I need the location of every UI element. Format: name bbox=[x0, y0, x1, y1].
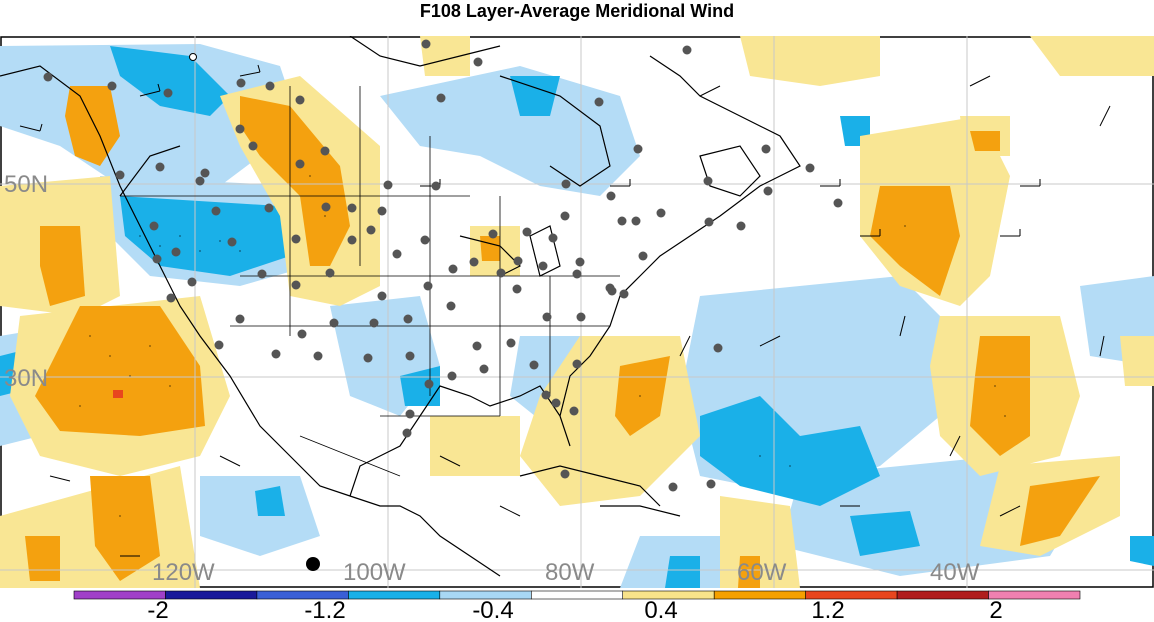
positive-strong-shading bbox=[25, 86, 1100, 588]
meridional-wind-map: 120W 100W 80W 60W 40W 50N 30N bbox=[0, 36, 1154, 588]
colorbar: -2 -1.2 -0.4 0.4 1.2 2 bbox=[73, 590, 1081, 622]
colorbar-swatches bbox=[73, 590, 1081, 600]
colorbar-swatch bbox=[896, 590, 989, 600]
lat-label-30n: 30N bbox=[4, 365, 48, 392]
colorbar-swatch bbox=[988, 590, 1081, 600]
lon-label-60w: 60W bbox=[737, 559, 787, 586]
colorbar-swatch bbox=[348, 590, 441, 600]
colorbar-label-0-4: 0.4 bbox=[644, 597, 677, 622]
map-title: F108 Layer-Average Meridional Wind bbox=[419, 1, 735, 21]
lon-label-40w: 40W bbox=[930, 559, 980, 586]
state-boundaries bbox=[120, 86, 620, 477]
lat-label-50n: 50N bbox=[4, 171, 48, 198]
reference-marker-large bbox=[306, 557, 320, 571]
colorbar-swatch bbox=[713, 590, 807, 600]
lon-label-80w: 80W bbox=[545, 559, 595, 586]
lon-label-100w: 100W bbox=[343, 559, 406, 586]
colorbar-label-neg1-2: -1.2 bbox=[304, 597, 345, 622]
reference-marker-open bbox=[189, 53, 197, 61]
station-markers bbox=[43, 39, 843, 492]
colorbar-swatch bbox=[165, 590, 258, 600]
wind-barbs bbox=[19, 64, 1111, 557]
colorbar-swatch bbox=[530, 590, 624, 600]
lon-label-120w: 120W bbox=[152, 559, 215, 586]
colorbar-label-neg0-4: -0.4 bbox=[472, 597, 513, 622]
colorbar-label-2: 2 bbox=[989, 597, 1002, 622]
positive-peak-shading bbox=[113, 390, 123, 398]
stippling bbox=[79, 175, 1006, 517]
colorbar-label-neg2: -2 bbox=[147, 597, 168, 622]
negative-strong-shading bbox=[0, 46, 1154, 588]
coastlines bbox=[0, 36, 801, 577]
colorbar-label-1-2: 1.2 bbox=[811, 597, 844, 622]
